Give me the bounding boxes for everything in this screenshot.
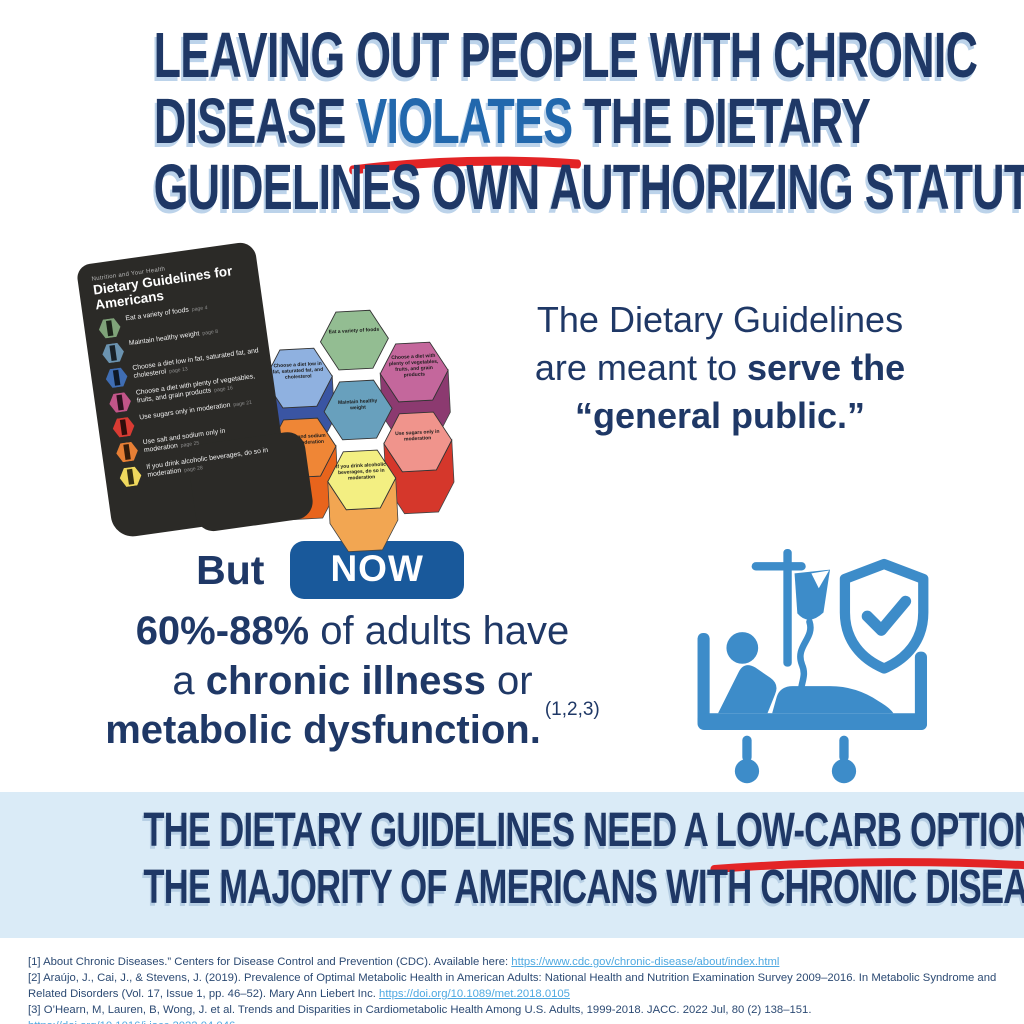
hexagon-label: If you drink alcoholic beverages, do so … xyxy=(335,461,387,482)
citation-superscript: (1,2,3) xyxy=(544,698,600,720)
quote-line-2: are meant to serve the xyxy=(534,346,906,388)
now-badge-label: NOW xyxy=(330,548,424,589)
headline-line2-pre: DISEASE xyxy=(153,85,358,157)
booklet-item-page: page 13 xyxy=(168,366,189,376)
headline-line-2: DISEASE VIOLATES THE DIETARY xyxy=(153,85,871,175)
booklet-item-page: page 8 xyxy=(202,328,219,338)
hexagon-icon xyxy=(105,367,128,389)
banner-line-1: THE DIETARY GUIDELINES NEED A LOW-CARB O… xyxy=(143,802,1024,873)
hexagon-icon xyxy=(109,392,131,413)
footnote-2-link[interactable]: https://doi.org/10.1089/met.2018.0105 xyxy=(379,988,570,1001)
booklet-item: Maintain healthy weight page 8 xyxy=(101,323,258,365)
red-underline-swoosh-icon xyxy=(710,858,1024,873)
footnote-2: [2] Araújo, J., Cai, J., & Stevens, J. (… xyxy=(28,972,997,1001)
hexagon-label: Choose a diet with plenty of vegetables,… xyxy=(388,352,439,379)
booklet-item: Choose a diet with plenty of vegetables,… xyxy=(108,372,265,414)
booklet-item-page: page 25 xyxy=(180,440,200,450)
but-label: But xyxy=(196,546,265,593)
banner-line-2: THE MAJORITY OF AMERICANS WITH CHRONIC D… xyxy=(143,861,1024,914)
headline: LEAVING OUT PEOPLE WITH CHRONIC DISEASE … xyxy=(0,22,1024,220)
quote-line-3: “general public.” xyxy=(574,394,866,436)
hexagon-icon xyxy=(98,318,121,339)
footnote-1-link[interactable]: https://www.cdc.gov/chronic-disease/abou… xyxy=(511,956,780,968)
booklet-item-page: page 16 xyxy=(213,385,234,394)
dietary-guidelines-booklet-image: Nutrition and Your Health Dietary Guidel… xyxy=(75,240,315,540)
stat-line-2: a chronic illness or xyxy=(172,658,533,703)
now-badge: NOW xyxy=(290,541,464,599)
booklet-item: Choose a diet low in fat, saturated fat,… xyxy=(104,347,261,389)
hexagon-icon xyxy=(116,442,138,463)
booklet-item-page: page 4 xyxy=(191,305,208,314)
statistic-block: 60%-88% of adults have a chronic illness… xyxy=(30,607,675,756)
footnotes: [1] About Chronic Diseases.” Centers for… xyxy=(28,954,1003,1024)
footnote-1: [1] About Chronic Diseases.” Centers for… xyxy=(28,956,780,968)
quote-block: The Dietary Guidelines are meant to serv… xyxy=(488,296,952,440)
but-now-row: But NOW xyxy=(60,541,600,599)
stat-line-1: 60%-88% of adults have xyxy=(135,609,570,653)
footnote-3: [3] O’Hearn, M, Lauren, B, Wong, J. et a… xyxy=(28,1002,1003,1024)
hexagon-icon xyxy=(112,417,135,438)
booklet-item: Use sugars only in moderation page 21 xyxy=(111,397,268,439)
quote-line-1: The Dietary Guidelines xyxy=(536,299,904,340)
booklet-item-label: Eat a variety of foods xyxy=(125,306,190,323)
booklet-item: Eat a variety of foods page 4 xyxy=(97,298,254,340)
booklet-item: Use salt and sodium only in moderation pa… xyxy=(115,422,272,464)
hexagon-icon xyxy=(119,466,142,488)
violates-word: VIOLATES xyxy=(357,85,573,157)
low-carb-highlight: LOW-CARB OPTION xyxy=(710,804,1024,873)
hexagon-icon xyxy=(102,342,124,364)
violates-highlight: VIOLATES xyxy=(348,85,581,175)
hexagon-label: Choose a diet low in fat, saturated fat,… xyxy=(272,360,324,381)
booklet-item: If you drink alcoholic beverages, do so … xyxy=(118,446,275,488)
bottom-banner: THE DIETARY GUIDELINES NEED A LOW-CARB O… xyxy=(0,792,1024,938)
stat-line-3: metabolic dysfunction. (1,2,3) xyxy=(105,698,600,753)
headline-line2-post: THE DIETARY xyxy=(572,85,871,157)
booklet-item-page: page 21 xyxy=(233,399,253,409)
hospital-bed-patient-iv-shield-icon xyxy=(690,536,942,786)
booklet-item-page: page 28 xyxy=(183,465,204,474)
headline-line-1: LEAVING OUT PEOPLE WITH CHRONIC xyxy=(153,19,978,91)
headline-line-3: GUIDELINES OWN AUTHORIZING STATUTE. xyxy=(153,151,1024,223)
red-underline-swoosh-icon xyxy=(348,156,581,175)
footnote-3-link[interactable]: https://doi.org/10.1016/j.jacc.2022.04.0… xyxy=(28,1020,235,1024)
